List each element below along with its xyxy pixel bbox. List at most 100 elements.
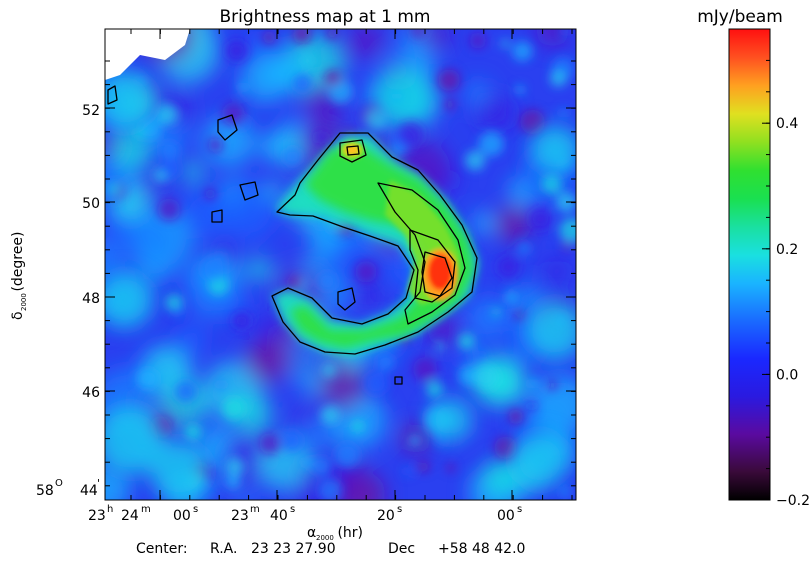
corner-min: 44 <box>80 483 98 499</box>
noise-blob <box>225 473 242 490</box>
noise-blob <box>426 314 459 346</box>
x-tick-hs: h <box>107 504 113 515</box>
x-tick-m: 40 <box>270 508 288 524</box>
contour-island <box>107 85 118 105</box>
noise-blob <box>559 217 576 243</box>
noise-blob <box>133 128 144 139</box>
noise-blob <box>561 29 571 37</box>
colorbar: mJy/beam 0.4 0.2 0.0 −0.2 <box>697 7 810 509</box>
noise-blob <box>475 350 485 361</box>
edge-blob <box>105 272 153 328</box>
noise-blob <box>239 53 291 104</box>
noise-blob <box>311 456 332 477</box>
noise-blob <box>232 311 251 330</box>
noise-blob <box>105 466 131 500</box>
noise-blob <box>225 457 245 477</box>
colorbar-title: mJy/beam <box>697 7 783 27</box>
brightness-map <box>105 29 576 500</box>
noise-blob <box>259 432 281 455</box>
noise-blob <box>458 365 479 387</box>
y-axis-ticks <box>105 60 576 487</box>
noise-blob <box>535 29 570 47</box>
noise-blob <box>466 296 511 341</box>
x-tick-m: 00 <box>497 508 515 524</box>
noise-blob <box>504 290 518 304</box>
noise-blob <box>403 466 413 477</box>
colorbar-bar <box>728 28 771 501</box>
noise-blob <box>541 173 563 195</box>
noise-blob <box>418 461 430 473</box>
noise-blob <box>354 283 380 309</box>
noise-blob <box>182 161 204 183</box>
colorbar-ticks: 0.4 0.2 0.0 −0.2 <box>762 28 810 509</box>
contour-level-4 <box>421 251 453 297</box>
chart-title: Brightness map at 1 mm <box>220 7 431 27</box>
center-dec-value: +58 48 42.0 <box>438 541 525 557</box>
noise-blob <box>240 121 249 130</box>
y-tick-label: 48 <box>82 291 100 307</box>
noise-blob <box>495 205 533 243</box>
contour-top-peak-inner <box>346 145 360 156</box>
y-tick-labels: 52 50 48 46 <box>82 103 100 401</box>
noise-blob <box>529 374 576 436</box>
noise-blob <box>281 430 303 452</box>
noise-blob <box>105 238 126 279</box>
noise-blob <box>527 401 537 411</box>
x-axis-ticks <box>130 29 573 500</box>
noise-blob <box>529 207 552 231</box>
y-axis-label: δ 2000 (degree) <box>10 232 28 320</box>
noise-blob <box>237 82 249 93</box>
noise-blob <box>473 365 499 390</box>
noise-blob <box>465 150 486 171</box>
x-axis-label-main: α <box>307 525 316 541</box>
noise-blob <box>247 257 272 282</box>
contour-outer <box>271 132 478 355</box>
x-tick-ms: s <box>517 504 522 515</box>
center-ra-value: 23 23 27.90 <box>251 541 336 557</box>
y-tick-label: 52 <box>82 103 100 119</box>
noise-blob <box>555 191 576 213</box>
noise-blob <box>392 91 402 101</box>
noise-blob <box>302 55 313 66</box>
noise-blob <box>157 198 181 221</box>
x-tick-h: 23 <box>231 508 249 524</box>
noise-blob <box>478 95 514 131</box>
noise-blob <box>527 378 539 390</box>
x-tick-h: 23 <box>88 508 106 524</box>
contour-island <box>239 181 259 201</box>
noise-blob <box>546 260 568 283</box>
x-tick-ms: m <box>141 504 151 515</box>
colorbar-tick-label: 0.2 <box>776 242 798 258</box>
noise-blob <box>301 457 313 469</box>
noise-blob <box>208 137 223 153</box>
edge-emission <box>105 70 576 500</box>
noise-blob <box>497 255 520 279</box>
contour-level-3 <box>409 229 456 303</box>
noise-blob <box>500 39 510 48</box>
ring-peaks <box>340 141 460 305</box>
noise-blob <box>204 188 216 200</box>
noise-blob <box>366 108 388 130</box>
noise-blob <box>334 442 360 468</box>
noise-blob <box>512 41 533 62</box>
center-dec-label: Dec <box>388 541 415 557</box>
noise-blob <box>162 381 208 427</box>
noise-blob <box>372 67 433 128</box>
noise-blob <box>508 409 524 425</box>
noise-blob <box>514 309 526 321</box>
noise-blob <box>110 129 153 171</box>
noise-blob <box>174 380 197 403</box>
noise-blob <box>221 102 245 126</box>
noise-blob <box>200 256 227 282</box>
edge-blob <box>428 398 472 442</box>
noise-blob <box>426 380 443 398</box>
contour-island <box>337 287 356 311</box>
noise-blob <box>245 338 290 383</box>
contour-island <box>394 376 403 385</box>
noise-blob <box>398 121 424 148</box>
center-ra-label: R.A. <box>210 541 237 557</box>
corner-deg-sym: O <box>55 478 63 489</box>
noise-blob <box>478 131 504 157</box>
noise-blob <box>222 397 245 420</box>
